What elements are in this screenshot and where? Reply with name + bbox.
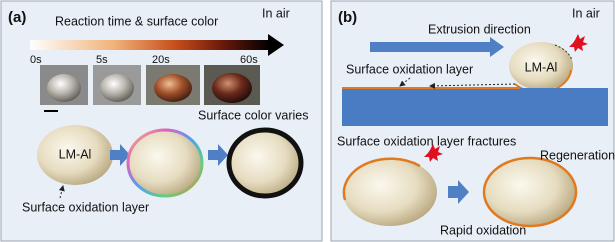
time-label: 5s (96, 54, 108, 66)
environment: In air (262, 6, 290, 20)
environment: In air (572, 6, 600, 20)
time-label: 60s (240, 54, 258, 66)
time-label: 0s (30, 54, 42, 66)
layer-label: Surface oxidation layer (22, 200, 149, 214)
oxidation-label: Rapid oxidation (440, 223, 526, 237)
panel-label: (b) (338, 9, 357, 26)
fracture-label: Surface oxidation layer fractures (337, 134, 516, 148)
panel-label: (a) (8, 9, 26, 26)
direction-label: Extrusion direction (428, 22, 531, 36)
droplet-label: LM-Al (59, 147, 92, 161)
droplet-rainbow (128, 130, 202, 196)
droplet-dark (229, 130, 301, 196)
photos (40, 65, 260, 112)
slab (342, 88, 608, 126)
caption: Surface color varies (198, 108, 308, 122)
droplet-regenerated (484, 158, 576, 226)
time-arrow (30, 40, 270, 50)
figure: (a) Reaction time & surface color In air… (0, 0, 615, 242)
title: Reaction time & surface color (55, 14, 218, 28)
layer-label: Surface oxidation layer (346, 62, 473, 76)
droplet-label: LM-Al (525, 60, 558, 74)
regeneration-label: Regeneration (540, 148, 615, 162)
time-label: 20s (152, 54, 170, 66)
